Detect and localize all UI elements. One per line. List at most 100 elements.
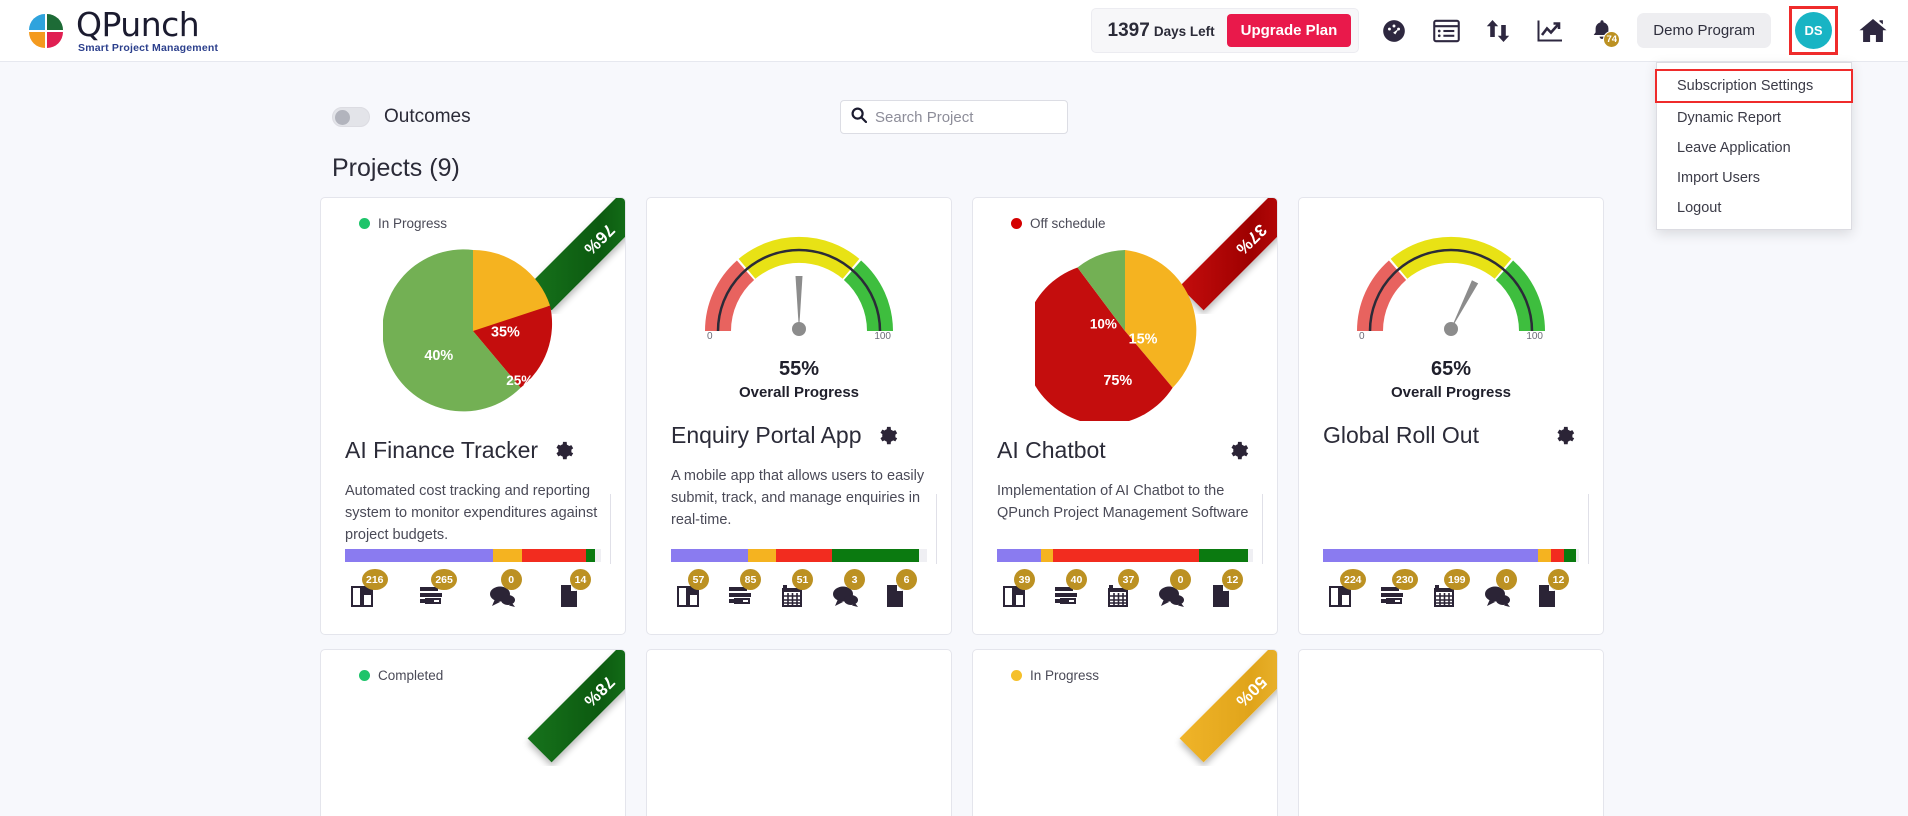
gauge-value: 65% — [1430, 358, 1472, 380]
stat-book[interactable]: 39 — [1001, 569, 1041, 608]
card-body: Global Roll Out 224 230 — [1299, 416, 1603, 634]
dashboard-gauge-icon[interactable] — [1377, 14, 1411, 48]
stat-value: 85 — [740, 569, 761, 590]
project-card-row2-2[interactable] — [646, 649, 952, 816]
stat-tasks[interactable]: 85 — [727, 569, 767, 608]
stat-comments[interactable]: 0 — [1157, 569, 1197, 608]
project-description: A mobile app that allows users to easily… — [671, 468, 925, 529]
progress-bar — [1323, 549, 1579, 562]
card-header: AI Finance Tracker — [345, 437, 601, 464]
status-dot-icon — [359, 670, 370, 681]
status-label: Off schedule — [1030, 216, 1106, 231]
card-divider — [1262, 494, 1263, 564]
gauge-max-label: 100 — [1526, 331, 1543, 342]
progress-bar — [671, 549, 927, 562]
avatar-highlight-box: DS — [1789, 6, 1838, 55]
stat-tasks[interactable]: 265 — [418, 569, 458, 608]
stat-value: 37 — [1118, 569, 1139, 590]
status-badge: In Progress — [973, 650, 1277, 683]
stat-book[interactable]: 216 — [349, 569, 389, 608]
stats-row: 216 265 0 14 — [345, 562, 601, 608]
notifications-bell[interactable]: 74 — [1585, 14, 1621, 48]
stat-comments[interactable]: 0 — [488, 569, 528, 608]
pie-chart: 35% 25% 40% — [321, 231, 625, 431]
search-project-box[interactable] — [840, 100, 1068, 134]
stat-value: 3 — [844, 569, 865, 590]
stat-document[interactable]: 12 — [1535, 569, 1575, 608]
progress-bar — [997, 549, 1253, 562]
stat-value: 6 — [896, 569, 917, 590]
avatar[interactable]: DS — [1795, 12, 1832, 49]
status-badge — [1299, 650, 1603, 668]
status-badge: Off schedule — [973, 198, 1277, 231]
progress-bar — [345, 549, 601, 562]
project-card-ai-chatbot[interactable]: 37% Off schedule 10% 15% 75% AI Chatbot — [972, 197, 1278, 635]
svg-text:40%: 40% — [424, 348, 453, 364]
analytics-chart-icon[interactable] — [1533, 14, 1567, 48]
stat-document[interactable]: 12 — [1209, 569, 1249, 608]
card-divider — [936, 494, 937, 564]
gear-icon[interactable] — [1553, 425, 1575, 447]
projects-grid: 76% In Progress 35% 25% 40% — [320, 197, 1908, 816]
project-card-row2-1[interactable]: 78% Completed — [320, 649, 626, 816]
dropdown-item-leave-application[interactable]: Leave Application — [1677, 140, 1791, 156]
project-card-row2-4[interactable] — [1298, 649, 1604, 816]
status-dot-icon — [1011, 218, 1022, 229]
project-card-row2-3[interactable]: 50% In Progress — [972, 649, 1278, 816]
dropdown-item-dynamic-report[interactable]: Dynamic Report — [1677, 110, 1781, 126]
list-view-icon[interactable] — [1429, 14, 1463, 48]
gear-icon[interactable] — [876, 425, 898, 447]
program-selector[interactable]: Demo Program — [1637, 13, 1771, 48]
search-icon — [851, 106, 868, 128]
brand-name: QPunch — [76, 4, 200, 44]
dropdown-item-import-users[interactable]: Import Users — [1677, 170, 1760, 186]
sync-transfer-icon[interactable] — [1481, 14, 1515, 48]
stat-tasks[interactable]: 230 — [1379, 569, 1419, 608]
gear-icon[interactable] — [1227, 440, 1249, 462]
stat-comments[interactable]: 0 — [1483, 569, 1523, 608]
stat-calendar[interactable]: 37 — [1105, 569, 1145, 608]
stat-value: 14 — [569, 569, 591, 590]
stat-document[interactable]: 6 — [883, 569, 923, 608]
stat-document[interactable]: 14 — [557, 569, 597, 608]
stat-comments[interactable]: 3 — [831, 569, 871, 608]
svg-text:35%: 35% — [491, 324, 520, 340]
days-left-label: Days Left — [1153, 23, 1215, 39]
card-divider — [610, 494, 611, 564]
upgrade-plan-button[interactable]: Upgrade Plan — [1226, 14, 1352, 47]
project-card-global-roll-out[interactable]: 0 100 65% Overall Progress Global Roll O… — [1298, 197, 1604, 635]
stat-calendar[interactable]: 199 — [1431, 569, 1471, 608]
stat-tasks[interactable]: 40 — [1053, 569, 1093, 608]
brand-tagline: Smart Project Management — [78, 41, 219, 54]
stat-calendar[interactable]: 51 — [779, 569, 819, 608]
card-body: AI Finance Tracker Automated cost tracki… — [321, 431, 625, 634]
project-description: Implementation of AI Chatbot to the QPun… — [997, 483, 1249, 522]
svg-text:15%: 15% — [1129, 332, 1158, 348]
header-actions: 1397 Days Left Upgrade Plan — [1090, 6, 1890, 55]
stat-book[interactable]: 57 — [675, 569, 715, 608]
status-label: In Progress — [1030, 668, 1100, 683]
stat-value: 39 — [1014, 569, 1035, 590]
status-badge: In Progress — [321, 198, 625, 231]
status-badge — [647, 198, 951, 216]
project-title: AI Finance Tracker — [345, 437, 539, 463]
gear-icon[interactable] — [552, 440, 574, 462]
dropdown-item-subscription-settings[interactable]: Subscription Settings — [1655, 69, 1853, 103]
home-icon[interactable] — [1856, 14, 1890, 48]
outcomes-toggle[interactable] — [332, 107, 370, 127]
brand-logo[interactable]: QPunch Smart Project Management — [26, 8, 218, 54]
status-label: In Progress — [378, 216, 448, 231]
stat-value: 216 — [362, 569, 388, 590]
gauge-caption: Overall Progress — [738, 384, 860, 401]
project-card-ai-finance-tracker[interactable]: 76% In Progress 35% 25% 40% — [320, 197, 626, 635]
stat-value: 224 — [1340, 569, 1366, 590]
stat-book[interactable]: 224 — [1327, 569, 1367, 608]
status-badge: Completed — [321, 650, 625, 683]
project-card-enquiry-portal-app[interactable]: 0 100 55% Overall Progress Enquiry Porta… — [646, 197, 952, 635]
stat-value: 57 — [688, 569, 709, 590]
card-header: Global Roll Out — [1323, 422, 1579, 449]
search-input[interactable] — [875, 108, 1057, 126]
dropdown-item-logout[interactable]: Logout — [1677, 200, 1722, 216]
gauge-chart: 0 100 65% Overall Progress — [1299, 216, 1603, 416]
project-title: AI Chatbot — [997, 437, 1106, 463]
